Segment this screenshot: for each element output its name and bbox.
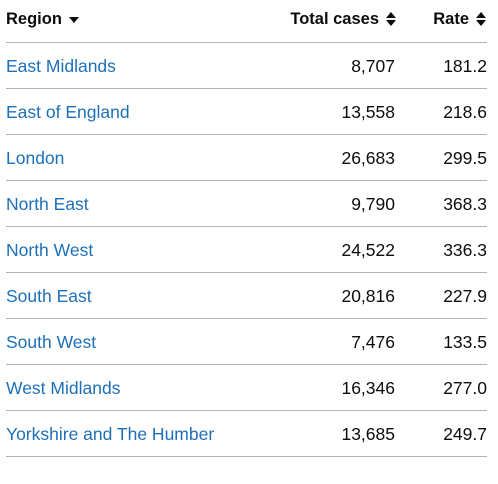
region-link[interactable]: North East (6, 194, 89, 214)
rate-cell: 299.5 (443, 148, 487, 168)
table-row: West Midlands 16,346 277.0 (6, 365, 487, 411)
rate-cell: 277.0 (443, 378, 487, 398)
table-row: South East 20,816 227.9 (6, 273, 487, 319)
region-link[interactable]: East Midlands (6, 56, 116, 76)
rate-cell: 336.3 (443, 240, 487, 260)
total-cases-cell: 16,346 (341, 378, 395, 398)
rate-cell: 368.3 (443, 194, 487, 214)
cases-by-region-table: Region Total cases Rate East Midlands 8,… (6, 0, 487, 457)
region-link[interactable]: West Midlands (6, 378, 121, 398)
rate-column-header[interactable]: Rate (433, 0, 486, 40)
table-row: East Midlands 8,707 181.2 (6, 43, 487, 89)
region-header-label: Region (6, 9, 62, 28)
table-row: North West 24,522 336.3 (6, 227, 487, 273)
total-cases-cell: 9,790 (351, 194, 395, 214)
table-row: Yorkshire and The Humber 13,685 249.7 (6, 411, 487, 457)
total-cases-cell: 13,558 (341, 102, 395, 122)
total-cases-cell: 24,522 (341, 240, 395, 260)
rate-cell: 218.6 (443, 102, 487, 122)
total-cases-header-label: Total cases (290, 9, 379, 28)
table-row: East of England 13,558 218.6 (6, 89, 487, 135)
region-link[interactable]: North West (6, 240, 94, 260)
table-header-row: Region Total cases Rate (6, 0, 487, 43)
sort-both-icon (476, 12, 486, 26)
region-link[interactable]: South West (6, 332, 97, 352)
sort-descending-icon (68, 17, 79, 23)
rate-cell: 181.2 (443, 56, 487, 76)
rate-cell: 249.7 (443, 424, 487, 444)
region-link[interactable]: Yorkshire and The Humber (6, 424, 215, 444)
total-cases-cell: 26,683 (341, 148, 395, 168)
table-row: London 26,683 299.5 (6, 135, 487, 181)
total-cases-column-header[interactable]: Total cases (290, 0, 396, 40)
rate-header-label: Rate (433, 9, 469, 28)
rate-cell: 133.5 (443, 332, 487, 352)
table-row: South West 7,476 133.5 (6, 319, 487, 365)
sort-both-icon (386, 12, 396, 26)
total-cases-cell: 13,685 (341, 424, 395, 444)
region-link[interactable]: London (6, 148, 65, 168)
rate-cell: 227.9 (443, 286, 487, 306)
total-cases-cell: 20,816 (341, 286, 395, 306)
region-link[interactable]: South East (6, 286, 92, 306)
total-cases-cell: 8,707 (351, 56, 395, 76)
region-link[interactable]: East of England (6, 102, 130, 122)
table-row: North East 9,790 368.3 (6, 181, 487, 227)
total-cases-cell: 7,476 (351, 332, 395, 352)
region-column-header[interactable]: Region (6, 0, 79, 40)
